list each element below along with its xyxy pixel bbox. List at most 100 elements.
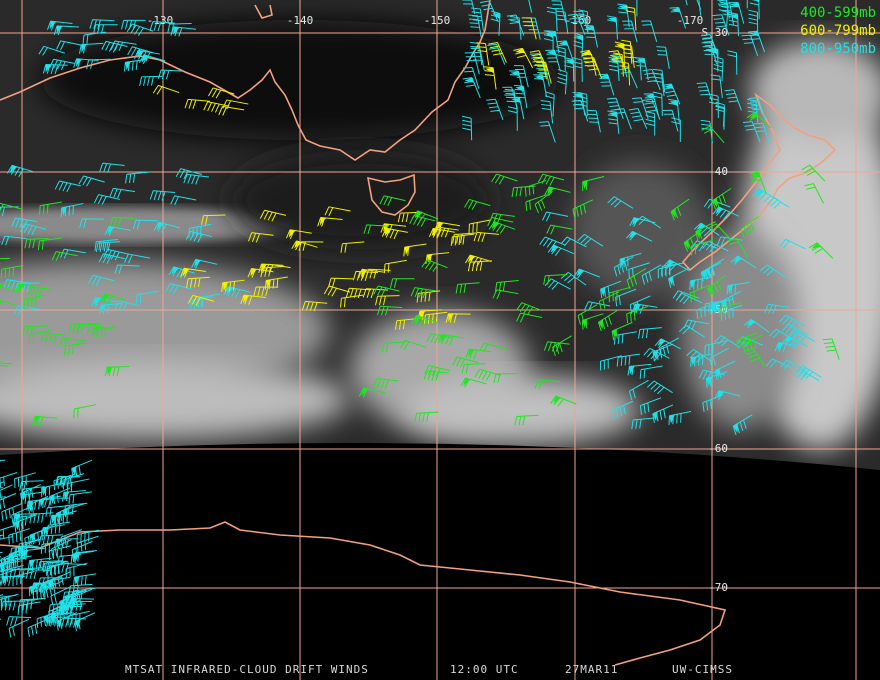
wind-barb [698, 0, 702, 16]
wind-barb [822, 338, 840, 360]
wind-barb [521, 17, 537, 40]
wind-barb [65, 589, 87, 607]
wind-barb [613, 331, 637, 345]
wind-barb [89, 19, 115, 30]
wind-barb [149, 190, 176, 201]
wind-flag [510, 71, 520, 77]
wind-flag [671, 7, 681, 13]
legend: 400-599mb 600-799mb 800-950mb [800, 5, 876, 57]
wind-flag [436, 222, 444, 231]
wind-flag [612, 328, 618, 339]
wind-barb [455, 282, 480, 294]
wind-barb [509, 15, 522, 40]
wind-barb [736, 332, 758, 350]
wind-flag [288, 229, 296, 238]
wind-flag [17, 283, 25, 292]
wind-flag [547, 186, 555, 195]
longitude-label: -130 [147, 14, 174, 27]
wind-barb [631, 97, 649, 119]
wind-barb [42, 560, 67, 573]
wind-barb [0, 524, 17, 540]
wind-barb [727, 237, 748, 258]
wind-barb [208, 87, 235, 99]
wind-barb [93, 194, 121, 205]
wind-barb [646, 380, 673, 395]
wind-barb [476, 42, 490, 66]
wind-flag [62, 508, 69, 518]
wind-barb [763, 195, 790, 209]
wind-barb [525, 194, 547, 212]
wind-barb [546, 6, 558, 32]
wind-barb [759, 264, 786, 278]
wind-barb [0, 594, 17, 607]
wind-barb [37, 577, 63, 588]
wind-flag [71, 466, 77, 476]
wind-barb [628, 379, 649, 401]
wind-barb [1, 503, 23, 521]
wind-barb [464, 52, 480, 75]
wind-flag [14, 520, 20, 531]
wind-barb [452, 356, 479, 368]
wind-flag [404, 246, 411, 256]
wind-barb [626, 306, 648, 324]
wind-barb [678, 324, 705, 338]
wind-barb [78, 175, 105, 187]
wind-barb [622, 20, 638, 43]
wind-barb [0, 282, 12, 285]
wind-barb [410, 287, 437, 299]
wind-barb [707, 274, 726, 298]
wind-barb [488, 41, 507, 63]
wind-flag [56, 619, 62, 629]
wind-flag [629, 365, 635, 375]
wind-barb [753, 122, 771, 145]
wind-barb [411, 210, 439, 222]
wind-flag [515, 48, 525, 54]
wind-flag [684, 239, 689, 250]
wind-flag [730, 2, 740, 8]
wind-barb [42, 64, 68, 74]
wind-barb [120, 19, 146, 30]
wind-barb [752, 188, 779, 201]
wind-flag [29, 585, 35, 595]
wind-barb [389, 278, 415, 288]
wind-barb [643, 347, 670, 362]
wind-barb [701, 125, 725, 144]
wind-barb [188, 223, 212, 238]
wind-barb [37, 237, 62, 251]
wind-barb [380, 223, 407, 234]
wind-barb [23, 294, 47, 309]
wind-flag [0, 207, 2, 211]
wind-flag [467, 255, 476, 263]
wind-flag [634, 303, 642, 312]
wind-flag [22, 550, 29, 559]
wind-barb [560, 236, 587, 248]
wind-barb [631, 303, 658, 314]
wind-barb [101, 40, 128, 53]
wind-barb [747, 30, 766, 53]
wind-barb [461, 115, 473, 141]
wind-barb [534, 379, 560, 390]
wind-barb [0, 300, 16, 306]
wind-barb [804, 183, 824, 204]
wind-barb [600, 280, 622, 299]
wind-flag [755, 189, 765, 197]
wind-barb [92, 24, 118, 34]
wind-barb [135, 290, 160, 304]
wind-barb [114, 300, 141, 312]
wind-barb [46, 560, 68, 579]
wind-barb [780, 359, 807, 372]
wind-flag [565, 59, 574, 66]
wind-barb [504, 88, 518, 112]
wind-barb [720, 304, 743, 321]
wind-flag [81, 44, 87, 53]
wind-flag [491, 221, 500, 230]
wind-flag [691, 356, 697, 366]
wind-barb [720, 1, 735, 25]
wind-barb [704, 258, 725, 280]
wind-barb [543, 274, 568, 285]
wind-barb [46, 616, 71, 627]
wind-barb [362, 288, 389, 299]
wind-barb [109, 216, 135, 227]
wind-flag [485, 67, 494, 74]
legend-entry: 600-799mb [800, 23, 876, 39]
